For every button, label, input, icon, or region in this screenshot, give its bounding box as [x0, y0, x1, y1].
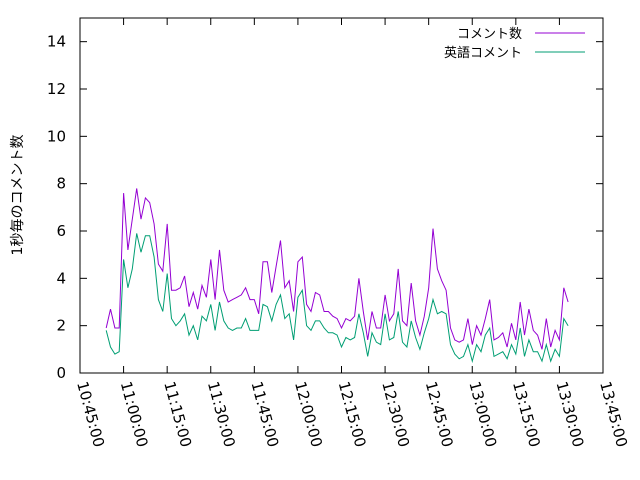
- x-tick-label: 12:00:00: [291, 379, 326, 449]
- series-line-0: [105, 188, 569, 350]
- y-tick-label: 14: [47, 33, 66, 51]
- y-tick-label: 6: [56, 222, 66, 240]
- y-tick-label: 2: [56, 317, 66, 335]
- x-axis-ticks: 10:45:00 11:00:00 11:15:00 11:30:00 11:45:00…: [73, 18, 631, 449]
- y-tick-label: 8: [56, 175, 66, 193]
- x-tick-label: 13:45:00: [596, 379, 631, 449]
- x-tick-label: 13:00:00: [465, 379, 500, 449]
- y-tick-label: 0: [56, 364, 66, 382]
- plot-frame: [79, 17, 604, 374]
- x-tick-label: 11:30:00: [204, 379, 239, 449]
- x-tick-label: 11:15:00: [160, 379, 195, 449]
- x-tick-label: 12:15:00: [335, 379, 370, 449]
- y-axis-ticks: 0 2 4 6 8 10 12 14: [47, 33, 603, 382]
- x-tick-label: 11:00:00: [117, 379, 152, 449]
- x-tick-label: 12:45:00: [422, 379, 457, 449]
- x-tick-label: 11:45:00: [247, 379, 282, 449]
- legend-label: 英語コメント: [444, 45, 522, 61]
- series-lines: [105, 188, 569, 364]
- y-tick-label: 4: [56, 269, 66, 287]
- y-tick-label: 10: [47, 127, 66, 145]
- legend-label: コメント数: [457, 27, 522, 42]
- x-tick-label: 13:30:00: [553, 379, 588, 449]
- x-tick-label: 12:30:00: [378, 379, 413, 449]
- y-tick-label: 12: [47, 80, 66, 98]
- y-axis-label: 1秒毎のコメント数: [10, 135, 26, 256]
- x-tick-label: 10:45:00: [73, 379, 108, 449]
- x-tick-label: 13:15:00: [509, 379, 544, 449]
- series-line-1: [105, 233, 569, 364]
